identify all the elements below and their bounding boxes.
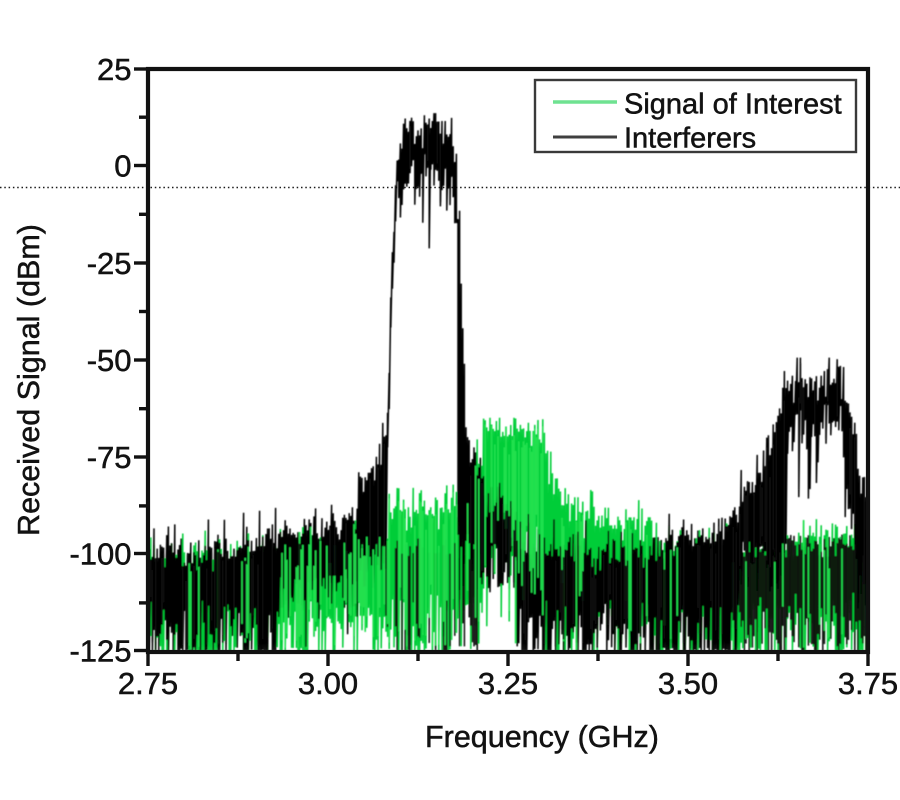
svg-text:Frequency (GHz): Frequency (GHz) [425, 720, 659, 754]
svg-text:3.00: 3.00 [298, 666, 358, 701]
svg-text:25: 25 [97, 52, 131, 87]
svg-text:-50: -50 [87, 343, 132, 378]
svg-text:3.75: 3.75 [838, 666, 898, 701]
svg-text:3.50: 3.50 [658, 666, 718, 701]
svg-text:3.25: 3.25 [478, 666, 538, 701]
svg-text:-125: -125 [69, 634, 131, 669]
svg-text:0: 0 [114, 149, 131, 184]
svg-text:-100: -100 [69, 537, 131, 572]
svg-text:Signal of Interest: Signal of Interest [624, 89, 842, 121]
svg-text:Received Signal (dBm): Received Signal (dBm) [12, 224, 46, 536]
svg-text:-75: -75 [87, 440, 132, 475]
svg-text:-25: -25 [87, 246, 132, 281]
svg-text:Interferers: Interferers [624, 123, 756, 155]
svg-text:2.75: 2.75 [118, 666, 178, 701]
